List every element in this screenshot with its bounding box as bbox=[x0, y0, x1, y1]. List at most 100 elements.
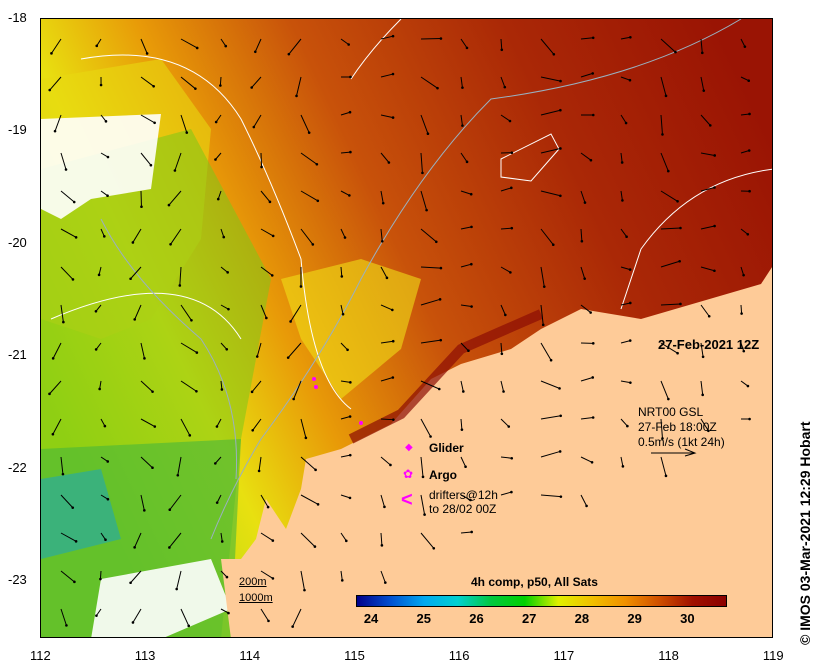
current-arrow bbox=[98, 266, 102, 275]
current-arrow bbox=[60, 152, 67, 170]
current-arrow-head bbox=[53, 129, 57, 133]
current-arrow-head bbox=[314, 468, 317, 472]
current-arrow-head bbox=[664, 94, 668, 98]
lon-tick-label: 114 bbox=[239, 648, 261, 663]
colorbar-tick-label: 24 bbox=[363, 611, 379, 626]
current-arrow-head bbox=[220, 540, 224, 543]
current-arrow-head bbox=[169, 243, 172, 246]
glider-track bbox=[312, 377, 363, 425]
current-arrow bbox=[260, 532, 274, 541]
current-arrow-head bbox=[583, 201, 587, 204]
map-panel: 27-Feb-2021 12Z NRT00 GSL 27-Feb 18:00Z … bbox=[40, 18, 773, 638]
current-arrow-head bbox=[748, 189, 751, 193]
current-arrow-head bbox=[95, 614, 98, 617]
current-arrow bbox=[540, 266, 545, 287]
current-arrow-head bbox=[510, 226, 514, 230]
current-arrow bbox=[49, 380, 62, 395]
current-arrow bbox=[700, 266, 715, 272]
current-arrow-head bbox=[559, 194, 562, 198]
current-arrow-head bbox=[94, 309, 98, 313]
current-arrow bbox=[51, 38, 62, 54]
current-arrow bbox=[500, 187, 512, 192]
current-arrow bbox=[500, 456, 512, 459]
current-arrow bbox=[620, 228, 627, 237]
current-arrow bbox=[740, 304, 743, 314]
current-arrow bbox=[52, 342, 62, 359]
colorbar-tick-label: 30 bbox=[680, 611, 695, 626]
colorbar-tick-label: 25 bbox=[416, 611, 431, 626]
current-arrow-head bbox=[50, 52, 53, 55]
current-arrow-head bbox=[252, 125, 256, 129]
current-arrow bbox=[169, 532, 182, 548]
current-arrow-head bbox=[421, 475, 425, 479]
current-legend-source: NRT00 GSL bbox=[638, 405, 704, 419]
current-arrow bbox=[177, 456, 182, 476]
current-arrow-head bbox=[583, 277, 586, 280]
current-arrow-head bbox=[666, 169, 670, 173]
current-arrow-head bbox=[143, 357, 146, 360]
lon-tick-label: 112 bbox=[30, 648, 51, 663]
current-arrow-head bbox=[65, 624, 68, 627]
current-arrow-head bbox=[195, 46, 199, 50]
current-arrow bbox=[660, 152, 669, 172]
current-arrow-head bbox=[707, 429, 710, 433]
legend-drifters-period: to 28/02 00Z bbox=[429, 502, 497, 516]
current-arrow-head bbox=[270, 274, 274, 277]
current-arrow-head bbox=[129, 581, 132, 585]
current-arrow bbox=[176, 570, 182, 590]
current-arrow bbox=[340, 454, 351, 458]
current-arrow bbox=[215, 152, 222, 160]
current-arrow bbox=[300, 228, 314, 245]
current-arrow bbox=[420, 418, 431, 437]
current-arrow-head bbox=[392, 418, 395, 421]
current-arrow bbox=[54, 114, 62, 132]
current-arrow bbox=[254, 38, 262, 53]
current-arrow bbox=[380, 73, 394, 78]
current-arrow bbox=[700, 114, 711, 126]
lon-tick-label: 118 bbox=[658, 648, 679, 663]
current-arrow-head bbox=[140, 205, 143, 208]
current-arrow bbox=[580, 72, 593, 78]
current-arrow bbox=[60, 494, 74, 508]
current-arrow bbox=[300, 570, 305, 591]
current-arrow-head bbox=[385, 276, 389, 280]
current-arrow-head bbox=[713, 224, 716, 228]
current-arrow-head bbox=[260, 165, 263, 169]
current-arrow-head bbox=[104, 120, 108, 123]
current-arrow-head bbox=[470, 305, 473, 308]
current-arrow-head bbox=[103, 235, 106, 238]
current-arrow-head bbox=[590, 460, 594, 464]
current-arrow bbox=[100, 228, 105, 237]
current-arrow-head bbox=[504, 313, 507, 317]
current-arrow-head bbox=[628, 301, 632, 305]
current-arrow-head bbox=[178, 284, 182, 287]
current-arrow-head bbox=[469, 498, 472, 502]
current-arrow-head bbox=[391, 72, 395, 76]
current-arrow bbox=[540, 147, 561, 154]
current-arrow-head bbox=[62, 320, 65, 324]
current-arrow-head bbox=[661, 437, 664, 440]
lon-tick-label: 116 bbox=[448, 648, 470, 663]
current-arrow bbox=[540, 415, 561, 420]
current-arrow bbox=[540, 342, 552, 361]
current-arrow-head bbox=[343, 236, 347, 239]
current-arrow bbox=[100, 494, 109, 500]
current-arrow-head bbox=[347, 43, 350, 46]
current-arrow bbox=[700, 152, 715, 156]
current-arrow bbox=[260, 570, 274, 579]
current-arrow-head bbox=[173, 169, 177, 172]
current-arrow-head bbox=[153, 425, 157, 428]
current-arrow bbox=[500, 76, 506, 88]
current-arrow-head bbox=[291, 625, 294, 628]
current-arrow-head bbox=[381, 201, 385, 205]
current-arrow bbox=[140, 114, 155, 124]
current-arrow-head bbox=[559, 495, 563, 498]
current-arrow bbox=[260, 266, 273, 276]
current-arrow-head bbox=[48, 88, 52, 92]
current-arrow-head bbox=[462, 390, 465, 393]
current-arrow bbox=[180, 76, 196, 90]
current-arrow-head bbox=[436, 86, 439, 90]
current-arrow-head bbox=[549, 358, 553, 362]
current-arrow bbox=[500, 418, 510, 427]
current-arrow-head bbox=[552, 52, 556, 56]
